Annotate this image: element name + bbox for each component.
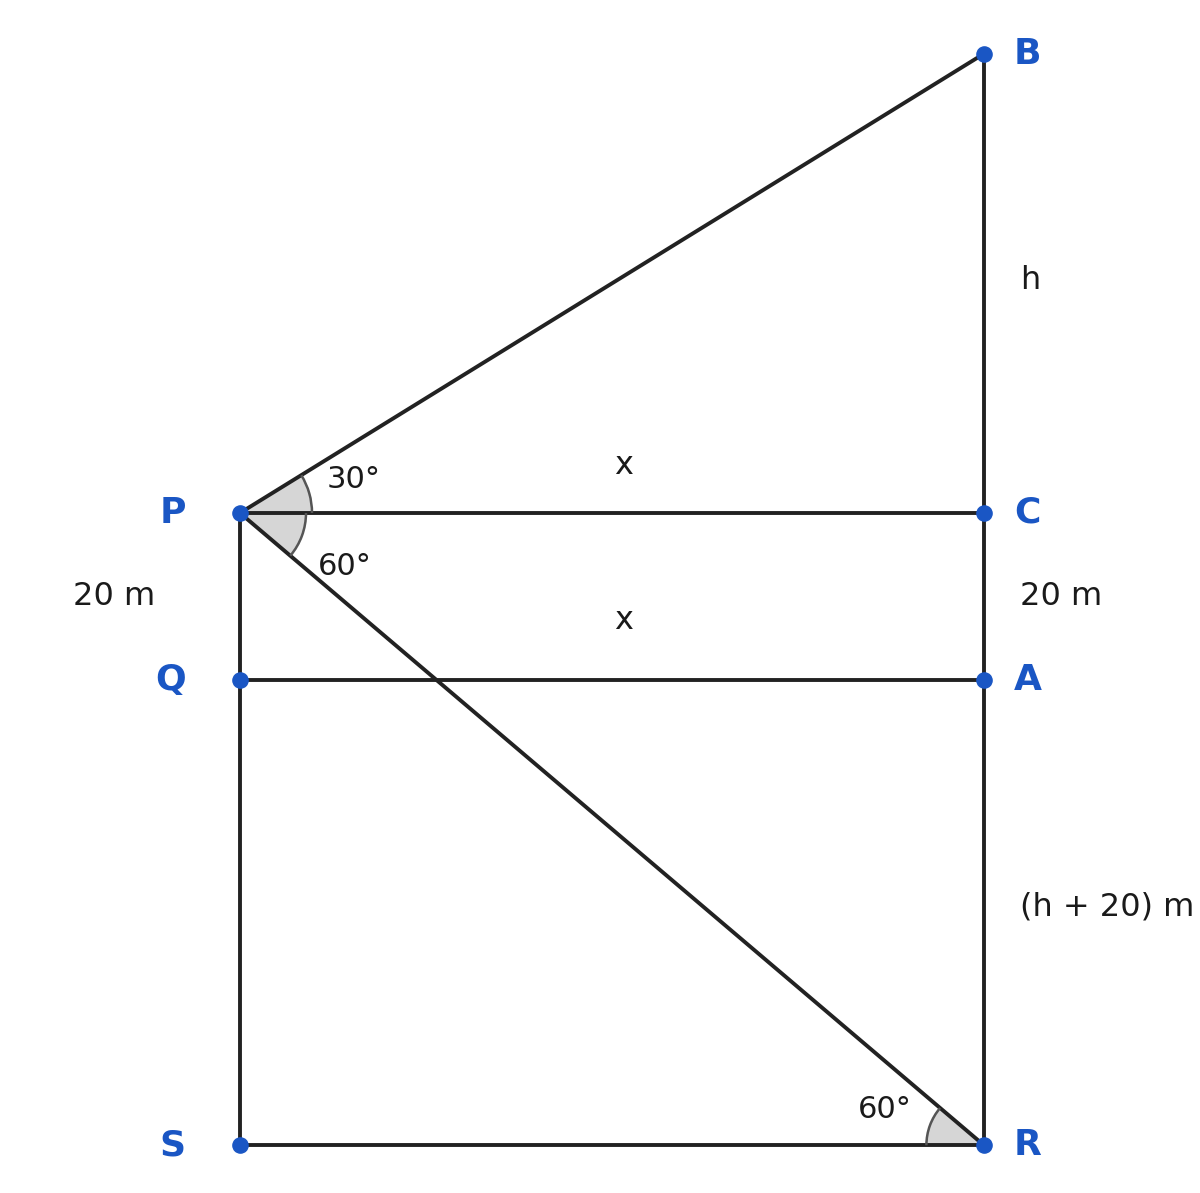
Text: 60°: 60° [318, 552, 372, 581]
Wedge shape [926, 1108, 984, 1145]
Point [974, 670, 994, 690]
Text: 20 m: 20 m [1020, 581, 1103, 612]
Text: 30°: 30° [326, 465, 380, 494]
Point [230, 503, 250, 523]
Text: x: x [614, 605, 634, 636]
Text: 60°: 60° [858, 1095, 912, 1124]
Text: S: S [160, 1129, 186, 1162]
Text: h: h [1020, 265, 1040, 296]
Point [974, 503, 994, 523]
Text: (h + 20) m: (h + 20) m [1020, 891, 1194, 922]
Text: Q: Q [155, 663, 186, 697]
Text: 20 m: 20 m [73, 581, 155, 612]
Text: C: C [1014, 496, 1040, 530]
Text: B: B [1014, 37, 1042, 70]
Text: A: A [1014, 663, 1042, 697]
Wedge shape [240, 475, 312, 513]
Text: P: P [160, 496, 186, 530]
Text: R: R [1014, 1129, 1042, 1162]
Wedge shape [240, 513, 306, 556]
Point [230, 1136, 250, 1155]
Text: x: x [614, 450, 634, 481]
Point [974, 1136, 994, 1155]
Point [974, 44, 994, 63]
Point [230, 670, 250, 690]
